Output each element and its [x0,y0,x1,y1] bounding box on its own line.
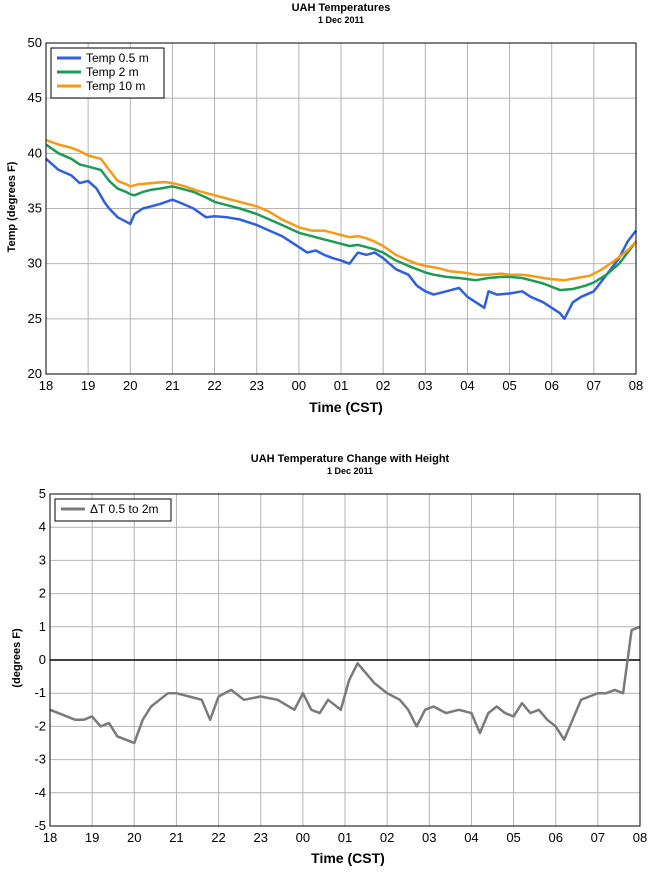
series-line-1 [45,157,637,321]
series-line-3 [45,138,637,282]
x-tick-label: 02 [380,830,394,845]
temperature-change-chart-svg: UAH Temperature Change with Height 1 Dec… [11,453,647,866]
y-tick-label: -5 [34,818,46,833]
y-tick-label: -3 [34,752,46,767]
legend-label: ΔT 0.5 to 2m [90,502,159,516]
x-tick-label: 06 [548,830,562,845]
x-axis-label: Time (CST) [311,850,385,866]
x-tick-label: 03 [418,378,432,393]
x-tick-label: 23 [249,378,263,393]
x-tick-label: 21 [165,378,179,393]
y-tick-label: 30 [28,256,42,271]
y-tick-label: 20 [28,366,42,381]
x-tick-label: 05 [502,378,516,393]
x-tick-label: 00 [296,830,310,845]
series-line-1 [49,625,641,745]
x-tick-label: 04 [460,378,474,393]
chart-subtitle: 1 Dec 2011 [318,15,364,25]
legend-label: Temp 2 m [86,65,139,79]
y-tick-label: 3 [39,552,46,567]
x-tick-label: 02 [376,378,390,393]
x-tick-label: 07 [591,830,605,845]
x-tick-label: 21 [169,830,183,845]
y-tick-label: 50 [28,35,42,50]
y-tick-label: -2 [34,718,46,733]
x-tick-label: 23 [253,830,267,845]
chart-subtitle: 1 Dec 2011 [327,466,373,476]
chart-title: UAH Temperature Change with Height [251,453,450,465]
y-tick-label: -1 [34,685,46,700]
y-tick-label: 5 [39,486,46,501]
temperature-change-chart: UAH Temperature Change with Height 1 Dec… [0,440,672,884]
y-tick-label: 1 [39,619,46,634]
x-tick-label: 18 [43,830,57,845]
y-tick-label: 0 [39,652,46,667]
x-tick-label: 18 [39,378,53,393]
y-tick-label: 45 [28,90,42,105]
y-tick-label: 35 [28,201,42,216]
plot-frame [45,42,637,375]
x-tick-label: 22 [211,830,225,845]
legend-box [54,498,172,522]
y-axis-label: Temp (degrees F) [6,161,18,252]
chart-title: UAH Temperatures [292,2,391,14]
x-tick-label: 19 [85,830,99,845]
x-tick-label: 01 [338,830,352,845]
x-tick-label: 04 [464,830,478,845]
legend: ΔT 0.5 to 2m [54,498,172,522]
y-tick-label: 25 [28,311,42,326]
x-tick-label: 19 [81,378,95,393]
y-tick-label: 40 [28,145,42,160]
y-tick-label: -4 [34,785,46,800]
x-tick-label: 05 [506,830,520,845]
x-tick-label: 03 [422,830,436,845]
series-line-2 [45,143,637,292]
y-axis-label: (degrees F) [11,628,23,688]
x-tick-label: 08 [629,378,643,393]
y-tick-label: 2 [39,586,46,601]
x-tick-label: 08 [633,830,647,845]
y-tick-label: 4 [39,519,46,534]
x-tick-label: 01 [334,378,348,393]
temperature-chart-svg: UAH Temperatures 1 Dec 2011 Time (CST) T… [6,2,643,415]
x-tick-label: 00 [292,378,306,393]
x-tick-label: 07 [587,378,601,393]
legend-label: Temp 10 m [86,79,145,93]
legend-label: Temp 0.5 m [86,51,149,65]
x-tick-label: 20 [123,378,137,393]
temperature-chart: UAH Temperatures 1 Dec 2011 Time (CST) T… [0,0,672,430]
x-axis-label: Time (CST) [309,399,383,415]
x-tick-label: 22 [207,378,221,393]
plot-frame [49,493,641,827]
x-tick-label: 06 [544,378,558,393]
x-tick-label: 20 [127,830,141,845]
